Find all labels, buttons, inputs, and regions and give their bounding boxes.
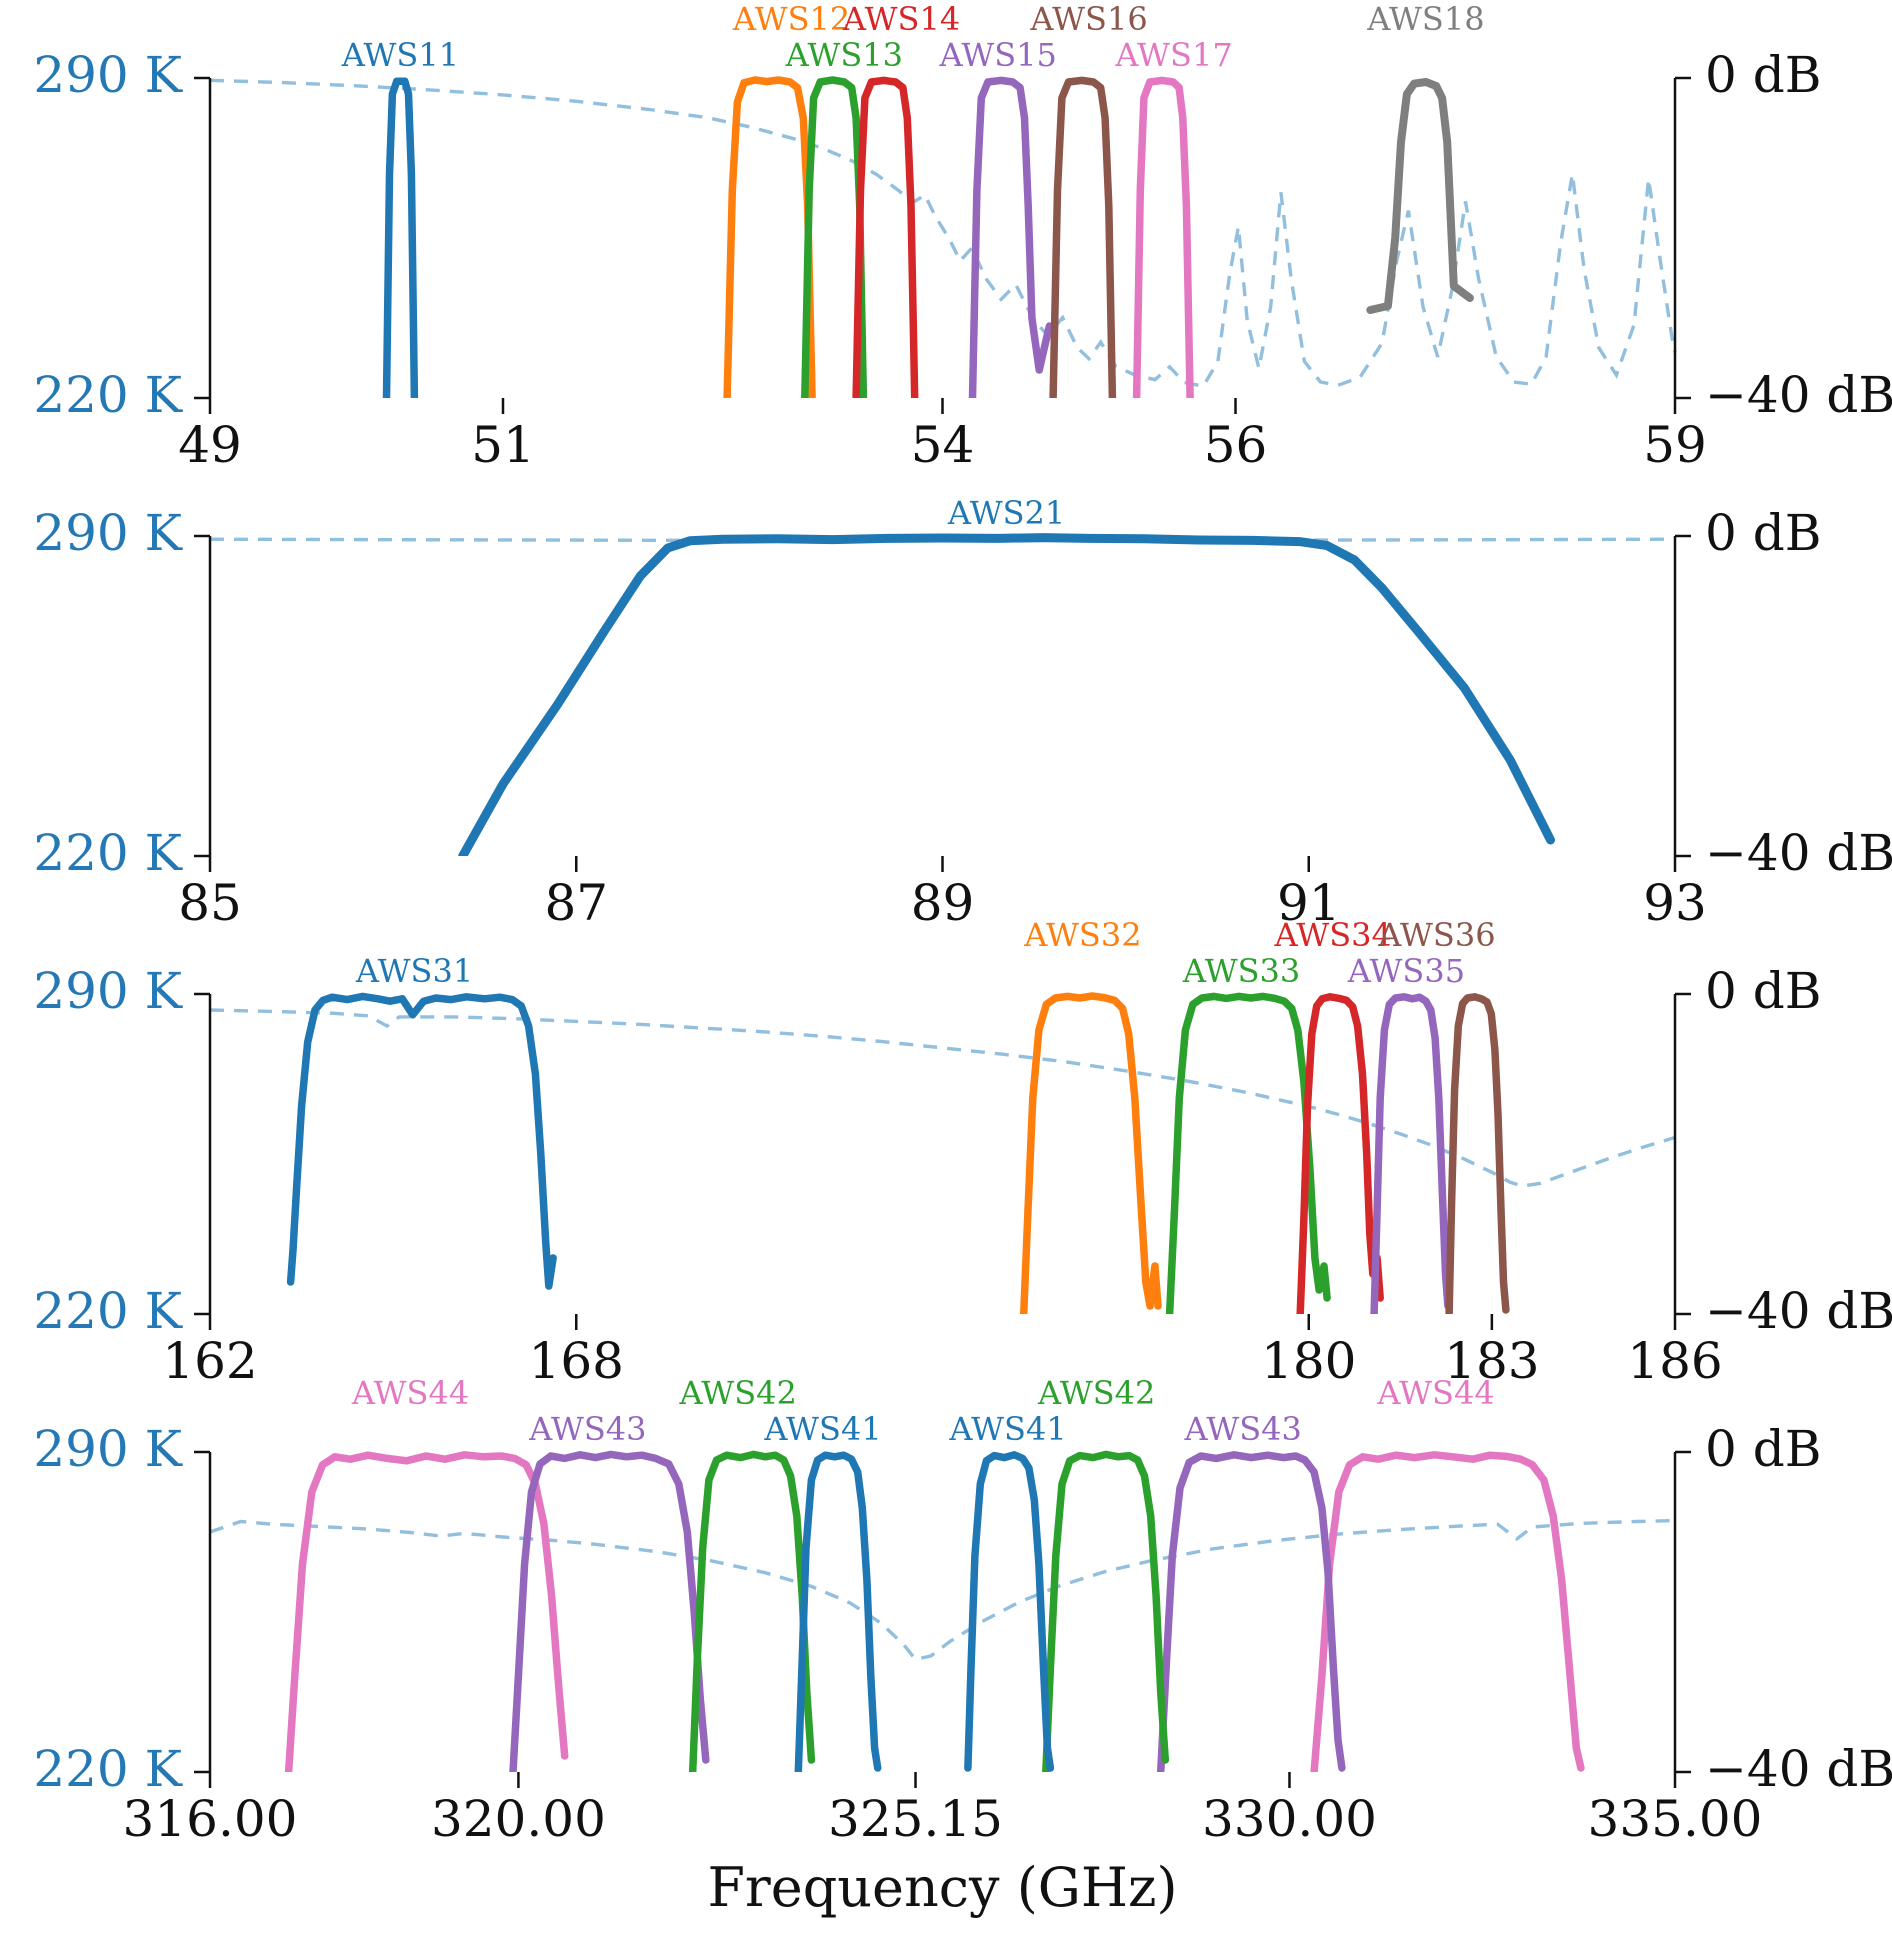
channel-label-AWS18: AWS18 — [1366, 0, 1484, 38]
channel-label-AWS31: AWS31 — [355, 952, 473, 990]
channel-curve-AWS44 — [1310, 1451, 1585, 1772]
channel-curve-AWS43 — [1156, 1451, 1346, 1772]
panel-2: AWS21 290 K 220 K 0 dB −40 dB 85 87 89 91 93 — [33, 494, 1892, 932]
channel-label-AWS15: AWS15 — [939, 36, 1057, 74]
channel-curve-AWS44 — [284, 1451, 569, 1772]
channel-curve-AWS21 — [458, 533, 1555, 856]
channel-curve-AWS34 — [1296, 993, 1384, 1314]
channel-label-AWS44: AWS44 — [1376, 1374, 1494, 1412]
left-axis-bottom-label: 220 K — [33, 824, 183, 882]
channel-label-AWS21: AWS21 — [947, 494, 1065, 532]
channel-label-AWS41: AWS41 — [948, 1410, 1066, 1448]
channel-curve-AWS16 — [1049, 76, 1117, 398]
x-tick-label: 320.00 — [431, 1790, 606, 1848]
channel-curve-AWS14 — [852, 76, 919, 398]
right-axis-top-label: 0 dB — [1705, 1420, 1821, 1478]
x-tick-label: 162 — [162, 1332, 257, 1390]
right-axis-bottom-label: −40 dB — [1705, 366, 1892, 424]
atmospheric-spectrum-line — [209, 1518, 1676, 1662]
channel-label-AWS34: AWS34 — [1274, 916, 1392, 954]
channel-label-AWS43: AWS43 — [528, 1410, 646, 1448]
channel-curve-AWS31 — [286, 992, 557, 1290]
channel-label-AWS16: AWS16 — [1029, 0, 1147, 38]
channel-label-AWS11: AWS11 — [341, 36, 459, 74]
channel-label-AWS43: AWS43 — [1184, 1410, 1302, 1448]
channel-curve-AWS42 — [688, 1450, 816, 1772]
channel-label-AWS35: AWS35 — [1347, 952, 1465, 990]
channel-label-AWS32: AWS32 — [1023, 916, 1141, 954]
left-axis-bottom-label: 220 K — [33, 1282, 183, 1340]
x-tick-label: 316.00 — [123, 1790, 298, 1848]
channel-curve-AWS13 — [801, 76, 868, 398]
channel-label-AWS12: AWS12 — [732, 0, 850, 38]
x-tick-label: 51 — [471, 416, 535, 474]
right-axis-top-label: 0 dB — [1705, 504, 1821, 562]
right-axis-top-label: 0 dB — [1705, 46, 1821, 104]
channel-label-AWS44: AWS44 — [351, 1374, 469, 1412]
channel-curve-AWS11 — [382, 77, 419, 398]
left-axis-top-label: 290 K — [33, 504, 183, 562]
x-tick-label: 85 — [178, 874, 242, 932]
x-tick-label: 89 — [911, 874, 975, 932]
channel-curve-AWS43 — [509, 1450, 710, 1772]
x-tick-label: 180 — [1261, 1332, 1356, 1390]
left-axis-top-label: 290 K — [33, 962, 183, 1020]
x-tick-label: 93 — [1643, 874, 1707, 932]
channel-curve-AWS41 — [964, 1451, 1055, 1772]
channel-label-AWS36: AWS36 — [1377, 916, 1495, 954]
x-tick-label: 325.15 — [828, 1790, 1003, 1848]
channel-curve-AWS15 — [968, 76, 1054, 398]
channel-curve-AWS42 — [1042, 1450, 1170, 1772]
right-axis-top-label: 0 dB — [1705, 962, 1821, 1020]
channel-label-AWS14: AWS14 — [842, 0, 960, 38]
left-axis-top-label: 290 K — [33, 1420, 183, 1478]
channel-label-AWS42: AWS42 — [679, 1374, 797, 1412]
channel-label-AWS13: AWS13 — [785, 36, 903, 74]
x-tick-label: 183 — [1444, 1332, 1539, 1390]
right-axis-bottom-label: −40 dB — [1705, 1740, 1892, 1798]
channel-label-AWS33: AWS33 — [1182, 952, 1300, 990]
x-tick-label: 49 — [178, 416, 242, 474]
x-tick-label: 168 — [529, 1332, 624, 1390]
channel-label-AWS17: AWS17 — [1114, 36, 1232, 74]
channel-curve-AWS36 — [1445, 993, 1510, 1314]
channel-curve-AWS41 — [794, 1451, 882, 1772]
channel-curve-AWS18 — [1366, 78, 1474, 314]
x-tick-label: 335.00 — [1588, 1790, 1763, 1848]
x-axis-title: Frequency (GHz) — [707, 1856, 1178, 1919]
channel-curve-AWS33 — [1165, 992, 1331, 1314]
x-tick-label: 59 — [1643, 416, 1707, 474]
x-tick-label: 87 — [544, 874, 608, 932]
x-tick-label: 186 — [1627, 1332, 1722, 1390]
x-tick-label: 330.00 — [1202, 1790, 1377, 1848]
channel-curve-AWS17 — [1132, 76, 1194, 398]
channel-curve-AWS35 — [1370, 993, 1452, 1314]
left-axis-top-label: 290 K — [33, 46, 183, 104]
left-axis-bottom-label: 220 K — [33, 1740, 183, 1798]
right-axis-bottom-label: −40 dB — [1705, 824, 1892, 882]
channel-label-AWS42: AWS42 — [1037, 1374, 1155, 1412]
channel-curve-AWS12 — [723, 76, 816, 398]
x-tick-label: 54 — [911, 416, 975, 474]
left-axis-bottom-label: 220 K — [33, 366, 183, 424]
channel-curve-AWS32 — [1019, 992, 1162, 1314]
x-tick-label: 91 — [1277, 874, 1341, 932]
x-tick-label: 56 — [1204, 416, 1268, 474]
atmospheric-spectrum-line — [209, 1008, 1676, 1188]
channel-label-AWS41: AWS41 — [763, 1410, 881, 1448]
right-axis-bottom-label: −40 dB — [1705, 1282, 1892, 1340]
